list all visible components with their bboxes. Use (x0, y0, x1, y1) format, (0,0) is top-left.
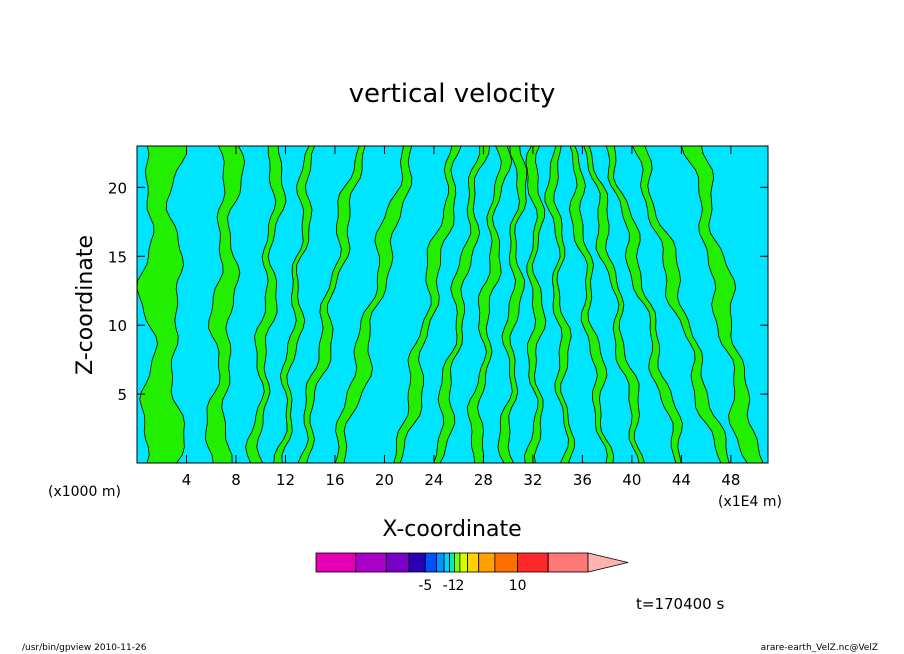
y-axis: 5 10 15 20 (108, 146, 768, 463)
colorbar-segment-14 (547, 552, 589, 573)
x-tick-label-3: 16 (325, 471, 344, 489)
y-tick-label-3: 20 (108, 179, 127, 197)
colorbar-tick-label-2: 2 (455, 578, 464, 594)
chart-title: vertical velocity (349, 79, 556, 109)
colorbar-segment-12 (494, 552, 518, 573)
plot-area (136, 145, 769, 464)
x-unit-right: (x1E4 m) (718, 494, 782, 510)
x-tick-label-0: 4 (182, 471, 192, 489)
colorbar-segment-1 (355, 552, 387, 573)
x-tick-label-7: 32 (523, 471, 542, 489)
colorbar-tick-label-3: 10 (509, 578, 527, 594)
colorbar-segment-3 (408, 552, 426, 573)
footer-left: /usr/bin/gpview 2010-11-26 (22, 643, 147, 653)
colorbar-tick-label-0: -5 (418, 578, 432, 594)
x-unit-left: (x1000 m) (48, 484, 121, 500)
x-axis: 4 8 12 16 20 24 28 32 36 40 44 48 (137, 146, 768, 489)
x-tick-label-2: 12 (276, 471, 295, 489)
colorbar-segment-2 (385, 552, 410, 573)
colorbar-tick-label-1: -1 (443, 578, 457, 594)
y-tick-label-1: 10 (108, 317, 127, 335)
colorbar-segment-13 (517, 552, 549, 573)
colorbar-segment-10 (467, 552, 480, 573)
x-tick-label-6: 28 (474, 471, 493, 489)
y-tick-label-2: 15 (108, 248, 127, 266)
colorbar-segment-6 (443, 552, 451, 573)
colorbar-segment-9 (459, 552, 468, 573)
colorbar-segment-8 (453, 552, 461, 573)
y-axis-label: Z-coordinate (73, 235, 98, 375)
x-tick-label-9: 40 (622, 471, 641, 489)
y-tick-label-0: 5 (117, 386, 127, 404)
time-label: t=170400 s (636, 595, 724, 613)
colorbar-segment-0 (315, 552, 357, 573)
footer-right: arare-earth_VelZ.nc@VelZ (761, 643, 878, 653)
x-tick-label-5: 24 (424, 471, 443, 489)
colorbar-arrow (587, 552, 629, 573)
colorbar-segment-11 (478, 552, 496, 573)
x-tick-label-11: 48 (721, 471, 740, 489)
colorbar-segment-5 (436, 552, 445, 573)
x-tick-label-4: 20 (375, 471, 394, 489)
colorbar: -5 -12 10 (315, 552, 629, 594)
x-axis-label: X-coordinate (382, 517, 521, 542)
x-tick-label-8: 36 (573, 471, 592, 489)
colorbar-segment-7 (449, 552, 455, 573)
x-tick-label-1: 8 (231, 471, 241, 489)
x-tick-label-10: 44 (672, 471, 691, 489)
colorbar-segment-4 (424, 552, 437, 573)
